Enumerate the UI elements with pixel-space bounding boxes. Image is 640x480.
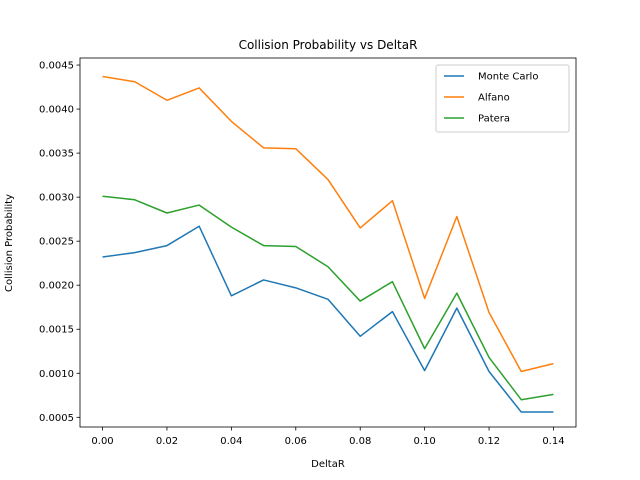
- x-axis: 0.00 0.02 0.04 0.06 0.08 0.10 0.12 0.14: [91, 427, 565, 447]
- y-tick-label: 0.0005: [39, 413, 74, 424]
- legend: Monte Carlo Alfano Patera: [435, 64, 570, 133]
- x-tick-label: 0.00: [91, 436, 113, 447]
- x-tick-label: 0.10: [413, 436, 435, 447]
- x-tick-label: 0.14: [542, 436, 564, 447]
- x-tick-label: 0.06: [285, 436, 307, 447]
- y-tick-label: 0.0045: [39, 61, 74, 72]
- y-tick-label: 0.0020: [39, 281, 74, 292]
- x-tick-label: 0.12: [478, 436, 500, 447]
- y-tick-label: 0.0010: [39, 369, 74, 380]
- x-tick-label: 0.02: [156, 436, 178, 447]
- plot-area: [102, 75, 554, 413]
- y-tick-label: 0.0015: [39, 325, 74, 336]
- legend-box: [435, 64, 570, 133]
- axes-frame: [79, 57, 577, 428]
- y-tick-label: 0.0040: [39, 105, 74, 116]
- x-axis-label: DeltaR: [311, 459, 345, 470]
- series-line-monte-carlo: [102, 225, 554, 413]
- legend-label-alfano: Alfano: [478, 93, 510, 104]
- y-axis: 0.0005 0.0010 0.0015 0.0020 0.0025 0.0030 0.00…: [39, 61, 80, 424]
- y-tick-label: 0.0030: [39, 193, 74, 204]
- legend-label-patera: Patera: [478, 114, 510, 125]
- y-tick-label: 0.0035: [39, 149, 74, 160]
- y-tick-label: 0.0025: [39, 237, 74, 248]
- y-axis-label: Collision Probability: [4, 194, 15, 292]
- chart-title: Collision Probability vs DeltaR: [239, 38, 418, 52]
- x-tick-label: 0.08: [349, 436, 371, 447]
- legend-label-monte-carlo: Monte Carlo: [478, 72, 538, 83]
- x-tick-label: 0.04: [220, 436, 242, 447]
- series-line-patera: [102, 195, 554, 401]
- series-line-alfano: [102, 75, 554, 373]
